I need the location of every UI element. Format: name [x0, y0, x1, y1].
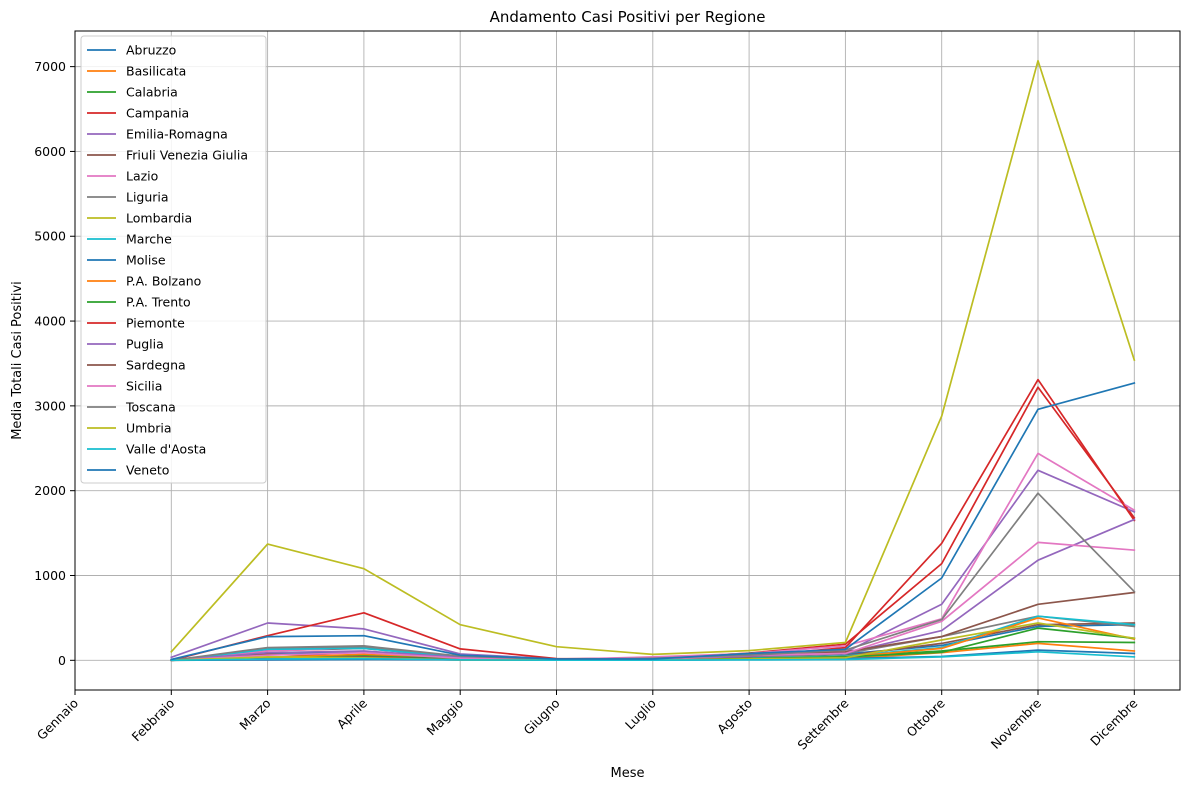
legend-label-emilia-romagna: Emilia-Romagna — [126, 127, 228, 142]
x-tick-label: Luglio — [622, 696, 659, 733]
y-axis-label: Media Totali Casi Positivi — [10, 281, 25, 440]
series-line-lombardia — [170, 59, 1136, 656]
legend-label-toscana: Toscana — [125, 400, 176, 415]
x-tick-label: Dicembre — [1087, 695, 1140, 748]
y-tick-label: 5000 — [34, 229, 66, 244]
legend: Abruzzo Basilicata Calabria Campania Emilia-… — [80, 35, 267, 484]
legend-label-p-a-bolzano: P.A. Bolzano — [126, 274, 201, 289]
y-tick-label: 6000 — [34, 144, 66, 159]
legend-label-sardegna: Sardegna — [126, 358, 186, 373]
y-axis: 0 1000 2000 3000 4000 5000 6000 7000 — [34, 59, 75, 668]
legend-label-friuli-venezia-giulia: Friuli Venezia Giulia — [126, 148, 248, 163]
x-tick-label: Maggio — [424, 696, 467, 739]
legend-label-umbria: Umbria — [126, 421, 172, 436]
legend-label-valle-d-aosta: Valle d'Aosta — [126, 442, 206, 457]
y-tick-label: 7000 — [34, 59, 66, 74]
chart-title: Andamento Casi Positivi per Regione — [490, 8, 766, 26]
legend-label-abruzzo: Abruzzo — [126, 43, 176, 58]
x-tick-label: Ottobre — [903, 695, 948, 740]
plot-frame — [74, 30, 1181, 691]
legend-label-sicilia: Sicilia — [126, 379, 162, 394]
legend-label-p-a-trento: P.A. Trento — [126, 295, 191, 310]
x-tick-label: Aprile — [334, 695, 370, 731]
x-tick-label: Marzo — [236, 696, 273, 733]
legend-label-veneto: Veneto — [126, 463, 169, 478]
legend-box — [80, 35, 267, 484]
x-tick-label: Agosto — [714, 696, 755, 737]
y-tick-label: 1000 — [34, 568, 66, 583]
series-line-veneto — [170, 381, 1136, 661]
x-tick-label: Novembre — [988, 695, 1045, 752]
legend-label-lombardia: Lombardia — [126, 211, 192, 226]
legend-label-liguria: Liguria — [126, 190, 169, 205]
x-axis-label: Mese — [611, 766, 645, 781]
x-axis: Gennaio Febbraio Marzo Aprile Maggio Giugno Lu… — [34, 690, 1141, 753]
legend-label-puglia: Puglia — [126, 337, 164, 352]
x-tick-label: Giugno — [520, 696, 562, 738]
x-tick-label: Settembre — [794, 695, 851, 752]
legend-label-marche: Marche — [126, 232, 172, 247]
legend-label-campania: Campania — [126, 106, 189, 121]
legend-label-calabria: Calabria — [126, 85, 178, 100]
legend-label-piemonte: Piemonte — [126, 316, 185, 331]
series-lines — [170, 59, 1136, 662]
series-line-valle-d-aosta — [170, 650, 1136, 662]
y-tick-label: 3000 — [34, 398, 66, 413]
x-tick-label: Gennaio — [34, 696, 81, 743]
y-tick-label: 4000 — [34, 314, 66, 329]
legend-label-lazio: Lazio — [126, 169, 158, 184]
legend-label-molise: Molise — [126, 253, 166, 268]
x-tick-label: Febbraio — [129, 696, 178, 745]
y-tick-label: 2000 — [34, 483, 66, 498]
y-tick-label: 0 — [58, 653, 66, 668]
legend-label-basilicata: Basilicata — [126, 64, 186, 79]
